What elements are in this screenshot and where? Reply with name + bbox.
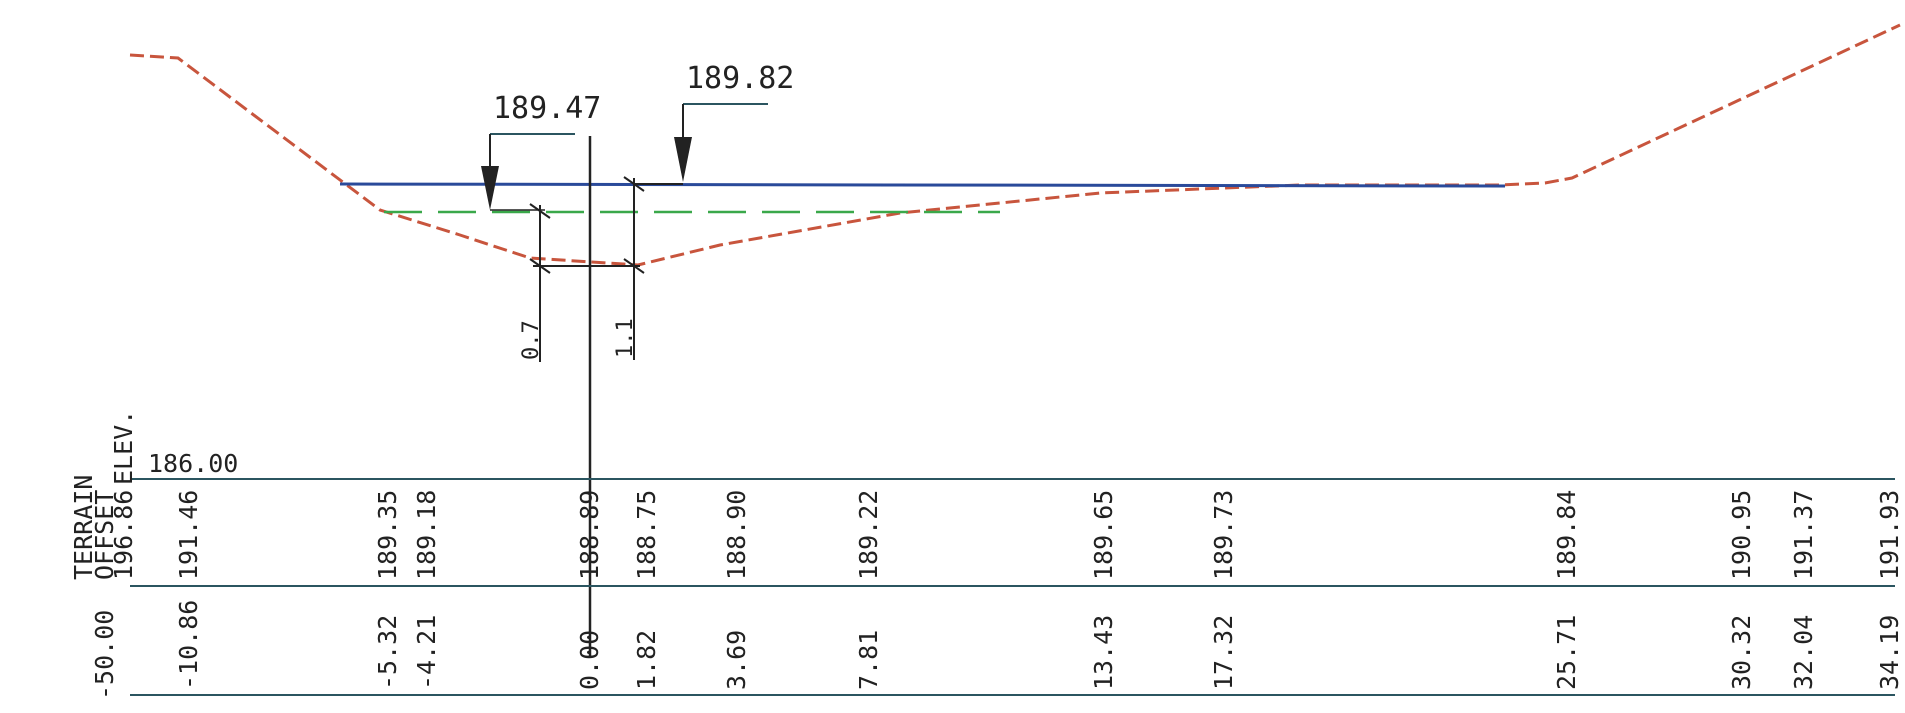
station-offset: 1.82 (632, 630, 661, 690)
water-surface-line (339, 182, 1506, 188)
station-elev: 189.73 (1209, 490, 1238, 580)
depth-dimension-right (623, 176, 683, 360)
station-offset: 30.32 (1727, 615, 1756, 690)
header-elev: ELEV. (109, 410, 138, 485)
station-offset: 0.00 (575, 630, 604, 690)
station-offset: 25.71 (1552, 615, 1581, 690)
level-marker-left: 189.47 (481, 91, 601, 211)
station-offset: 17.32 (1209, 615, 1238, 690)
header-offset: OFFSET (90, 490, 119, 580)
header-terrain: TERRAIN (69, 475, 98, 580)
station-offset: -10.86 (174, 600, 203, 690)
station-elev: 191.93 (1875, 490, 1904, 580)
station-offset: 3.69 (722, 630, 751, 690)
station-offset: -4.21 (412, 615, 441, 690)
level-label-right: 189.82 (686, 61, 794, 96)
station-elev: 191.46 (174, 490, 203, 580)
level-marker-right: 189.82 (674, 61, 794, 182)
depth-label-left: 0.7 (519, 320, 544, 360)
station-elev: 188.75 (632, 490, 661, 580)
station-elev: 189.22 (854, 490, 883, 580)
depth-label-right: 1.1 (613, 318, 638, 358)
station-elev: 189.65 (1089, 490, 1118, 580)
station-elev: 189.84 (1552, 490, 1581, 580)
station-offset: 13.43 (1089, 615, 1118, 690)
level-label-left: 189.47 (493, 91, 601, 126)
station-offset: 32.04 (1789, 615, 1818, 690)
header-elev-value: 196.86 (109, 490, 138, 580)
station-offset: 34.19 (1875, 615, 1904, 690)
station-elev: 188.89 (575, 490, 604, 580)
station-elev: 191.37 (1789, 490, 1818, 580)
depth-dimension-left (529, 203, 640, 362)
datum-label: 186.00 (148, 449, 238, 478)
station-elev: 189.35 (373, 490, 402, 580)
station-elev: 188.90 (722, 490, 751, 580)
station-offset: 7.81 (854, 630, 883, 690)
station-elev: 189.18 (412, 490, 441, 580)
terrain-profile-line (129, 23, 1901, 267)
header-offset-value: -50.00 (90, 610, 119, 700)
station-offset: -5.32 (373, 615, 402, 690)
station-elev: 190.95 (1727, 490, 1756, 580)
